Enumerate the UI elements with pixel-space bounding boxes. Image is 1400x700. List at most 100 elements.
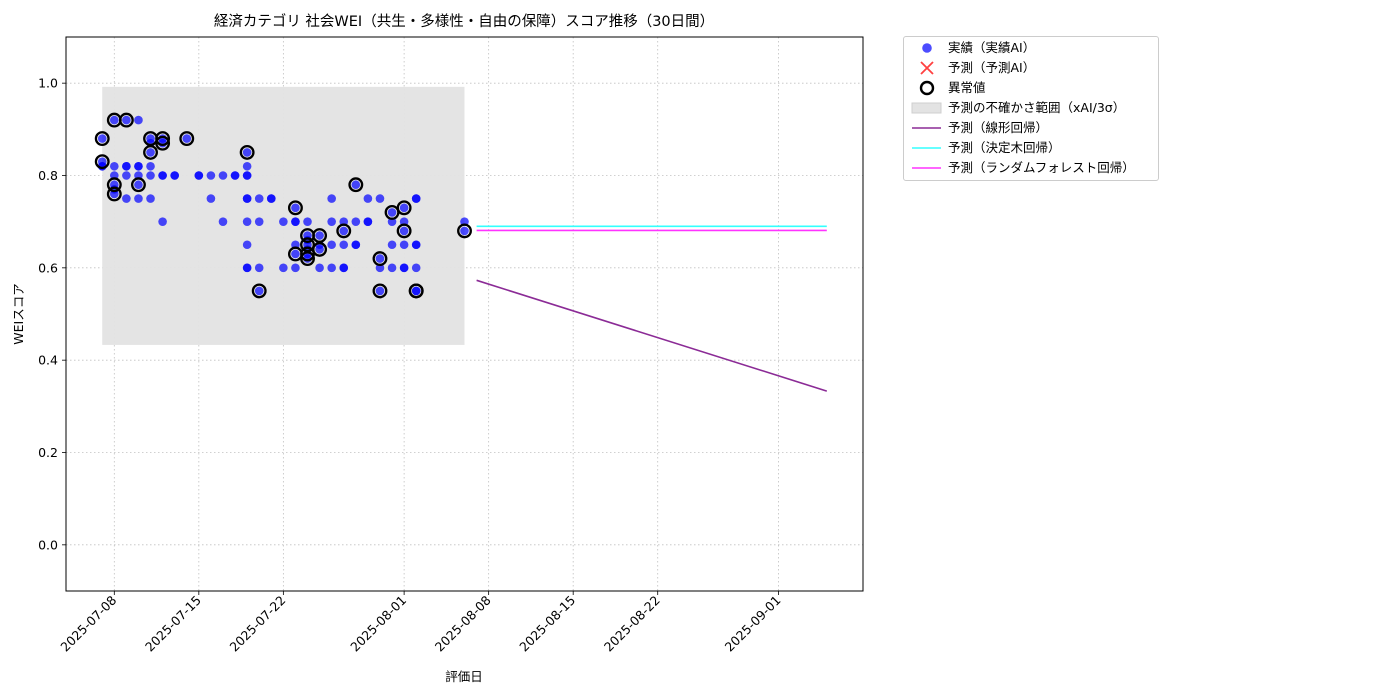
- legend-symbol-tree: [912, 147, 941, 149]
- uncertainty-band-rect: [102, 86, 465, 345]
- y-tick-label: 0.0: [38, 537, 58, 552]
- data-point: [327, 263, 336, 273]
- anomaly-marker: [372, 251, 388, 267]
- legend-label-anomaly: 異常値: [948, 80, 986, 95]
- anomaly-marker: [312, 241, 328, 257]
- data-point: [387, 208, 397, 217]
- legend-label-band: 予測の不確かさ範囲（xAI/3σ）: [948, 100, 1126, 115]
- data-point: [254, 286, 264, 296]
- data-point: [242, 240, 252, 250]
- data-point: [242, 194, 252, 203]
- legend-symbol-forest: [912, 167, 941, 169]
- data-point: [375, 194, 385, 203]
- data-point: [146, 161, 155, 171]
- data-point: [279, 217, 288, 226]
- anomaly-marker: [143, 144, 158, 160]
- data-point: [218, 217, 228, 226]
- y-axis-label: WEIスコア: [11, 283, 26, 344]
- data-point: [399, 263, 409, 273]
- data-point: [411, 240, 421, 250]
- legend-item-tree: 予測（決定木回帰）: [904, 138, 1160, 158]
- legend-item-actual: 実績（実績AI）: [904, 38, 1160, 58]
- data-point: [134, 161, 143, 171]
- forecast-line: [476, 279, 828, 392]
- data-point: [315, 245, 324, 254]
- data-point: [291, 203, 300, 213]
- legend: 実績（実績AI） 予測（予測AI） 異常値 予測の不確かさ範囲（xAI/3σ） …: [903, 36, 1159, 181]
- data-point: [399, 226, 409, 236]
- data-point: [254, 194, 264, 203]
- data-point: [327, 217, 336, 226]
- data-point: [375, 254, 385, 263]
- data-point: [339, 263, 349, 273]
- y-tick-label: 0.6: [38, 260, 58, 275]
- data-point: [279, 263, 288, 273]
- uncertainty-band: [102, 86, 465, 345]
- data-point: [351, 180, 361, 190]
- legend-item-anomaly: 異常値: [904, 78, 1160, 98]
- legend-symbol-actual: [922, 43, 932, 53]
- data-point: [206, 194, 216, 203]
- data-point: [411, 263, 421, 273]
- anomaly-marker: [106, 177, 122, 193]
- data-point: [303, 217, 312, 226]
- data-point: [146, 171, 155, 180]
- data-point: [291, 249, 300, 259]
- x-tick-label: 2025-07-22: [227, 593, 289, 655]
- y-tick-label: 0.2: [38, 445, 58, 460]
- x-tick-label: 2025-09-01: [722, 593, 784, 655]
- x-tick-label: 2025-08-08: [432, 592, 494, 654]
- data-point: [351, 240, 361, 250]
- x-axis-label: 評価日: [445, 669, 483, 684]
- plot-frame: [65, 36, 864, 592]
- data-point: [158, 171, 167, 180]
- data-point: [158, 217, 167, 226]
- anomaly-marker: [239, 144, 255, 160]
- data-point: [399, 240, 409, 250]
- legend-label-linear: 予測（線形回帰）: [948, 120, 1049, 135]
- legend-label-prediction: 予測（予測AI）: [948, 60, 1036, 75]
- data-point: [146, 194, 155, 203]
- data-point: [110, 115, 119, 125]
- data-point: [182, 134, 192, 143]
- y-tick-label: 0.8: [38, 168, 58, 183]
- data-point: [387, 240, 397, 250]
- data-point: [194, 171, 204, 180]
- anomaly-marker: [312, 228, 328, 243]
- data-point: [110, 161, 119, 171]
- legend-symbol-linear: [912, 127, 941, 129]
- legend-item-band: 予測の不確かさ範囲（xAI/3σ）: [904, 98, 1160, 118]
- anomaly-marker: [408, 283, 424, 299]
- x-tick-label: 2025-08-15: [516, 593, 578, 655]
- x-tick-label: 2025-08-01: [347, 593, 409, 655]
- legend-symbol-anomaly: [919, 80, 935, 96]
- chart-title: 経済カテゴリ 社会WEI（共生・多様性・自由の保障）スコア推移（30日間）: [214, 12, 714, 30]
- anomaly-marker: [372, 283, 388, 299]
- data-point: [266, 194, 276, 203]
- data-point: [327, 240, 336, 250]
- data-point: [206, 171, 216, 180]
- anomaly-marker: [300, 251, 315, 267]
- data-point: [411, 194, 421, 203]
- data-point: [242, 161, 252, 171]
- y-tick-label: 0.4: [38, 353, 58, 368]
- data-point: [387, 263, 397, 273]
- anomaly-marker: [94, 131, 110, 147]
- data-point: [460, 226, 469, 236]
- data-point: [363, 217, 373, 226]
- data-point: [170, 171, 179, 180]
- data-point: [134, 115, 143, 125]
- data-point: [254, 263, 264, 273]
- data-point: [411, 286, 421, 296]
- data-point: [242, 263, 252, 273]
- anomaly-marker: [179, 131, 195, 147]
- y-axis-ticks: 0.0 0.2 0.4 0.6 0.8 1.0: [38, 76, 66, 552]
- anomaly-marker: [106, 186, 122, 202]
- data-point: [242, 171, 252, 180]
- data-point: [122, 194, 131, 203]
- anomaly-markers: [94, 112, 472, 299]
- anomaly-marker: [118, 112, 134, 128]
- anomaly-marker: [336, 223, 352, 239]
- data-point: [134, 180, 143, 190]
